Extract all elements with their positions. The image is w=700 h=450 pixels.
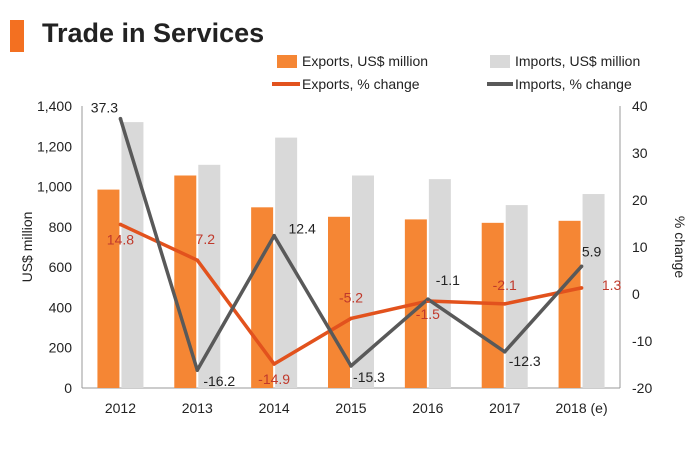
imports-pct-point [195,368,200,372]
legend-imports-bar-label: Imports, US$ million [515,53,640,69]
y-tick-label: 1,400 [37,98,72,114]
imports-pct-point [502,350,507,354]
y-tick-label: 200 [49,340,73,356]
y2-tick-label: -10 [632,333,652,349]
page-title: Trade in Services [42,18,265,48]
x-tick-label: 2017 [489,400,520,416]
x-tick-label: 2014 [259,400,290,416]
y-tick-label: 800 [49,219,73,235]
imports-pct-label: -16.2 [203,373,235,389]
imports-bar [121,122,144,388]
imports-pct-point [349,364,353,368]
exports-bar [558,220,581,388]
exports-pct-point [349,316,353,321]
imports-pct-point [118,116,123,121]
x-tick-label: 2018 (e) [555,400,607,416]
exports-pct-point [579,286,584,290]
imports-pct-label: 12.4 [289,221,316,237]
imports-bar [275,137,298,388]
y2-tick-label: 30 [632,145,648,161]
imports-pct-point [426,297,430,301]
exports-pct-point [502,302,507,306]
legend-exports-pct-label: Exports, % change [302,76,420,92]
legend-imports-bar-swatch [490,55,510,68]
y2-tick-label: -20 [632,380,652,396]
x-tick-label: 2015 [335,400,366,416]
legend-exports-bar-label: Exports, US$ million [302,53,428,69]
imports-pct-label: 5.9 [582,243,602,259]
imports-bar [428,179,451,388]
imports-pct-label: -1.1 [436,272,460,288]
imports-pct-label: 37.3 [91,100,118,116]
exports-pct-label: 1.3 [602,277,622,293]
legend-exports-bar-swatch [277,55,297,68]
y-tick-label: 1,000 [37,179,72,195]
exports-bar [97,189,120,388]
exports-pct-label: -14.9 [258,371,290,387]
exports-pct-label: 14.8 [107,231,134,247]
exports-pct-label: -1.5 [416,306,440,322]
title-accent-bar [10,20,24,52]
y2-tick-label: 20 [632,192,648,208]
y2-tick-label: 40 [632,98,648,114]
y-tick-label: 1,200 [37,138,72,154]
legend-imports-pct-label: Imports, % change [515,76,632,92]
exports-bar [174,175,197,388]
exports-pct-label: -5.2 [339,289,363,305]
exports-pct-label: -2.1 [493,277,517,293]
imports-pct-label: -15.3 [353,369,385,385]
y2-tick-label: 0 [632,286,640,302]
imports-bar [352,175,374,388]
exports-pct-point [195,258,200,262]
exports-pct-point [118,222,123,227]
y2-tick-label: 10 [632,239,648,255]
imports-pct-label: -12.3 [509,353,541,369]
imports-pct-point [579,264,584,269]
y-tick-label: 0 [64,380,72,396]
exports-bar [328,216,350,388]
x-tick-label: 2016 [412,400,443,416]
y-axis-title: US$ million [19,212,35,283]
y-tick-label: 600 [49,259,73,275]
x-tick-label: 2012 [105,400,136,416]
exports-pct-label: 7.2 [196,231,216,247]
imports-pct-point [272,233,276,238]
imports-bar [582,194,605,388]
exports-pct-point [272,362,276,366]
y-tick-label: 400 [49,299,73,315]
x-tick-label: 2013 [182,400,213,416]
y2-axis-title: % change [672,216,688,278]
